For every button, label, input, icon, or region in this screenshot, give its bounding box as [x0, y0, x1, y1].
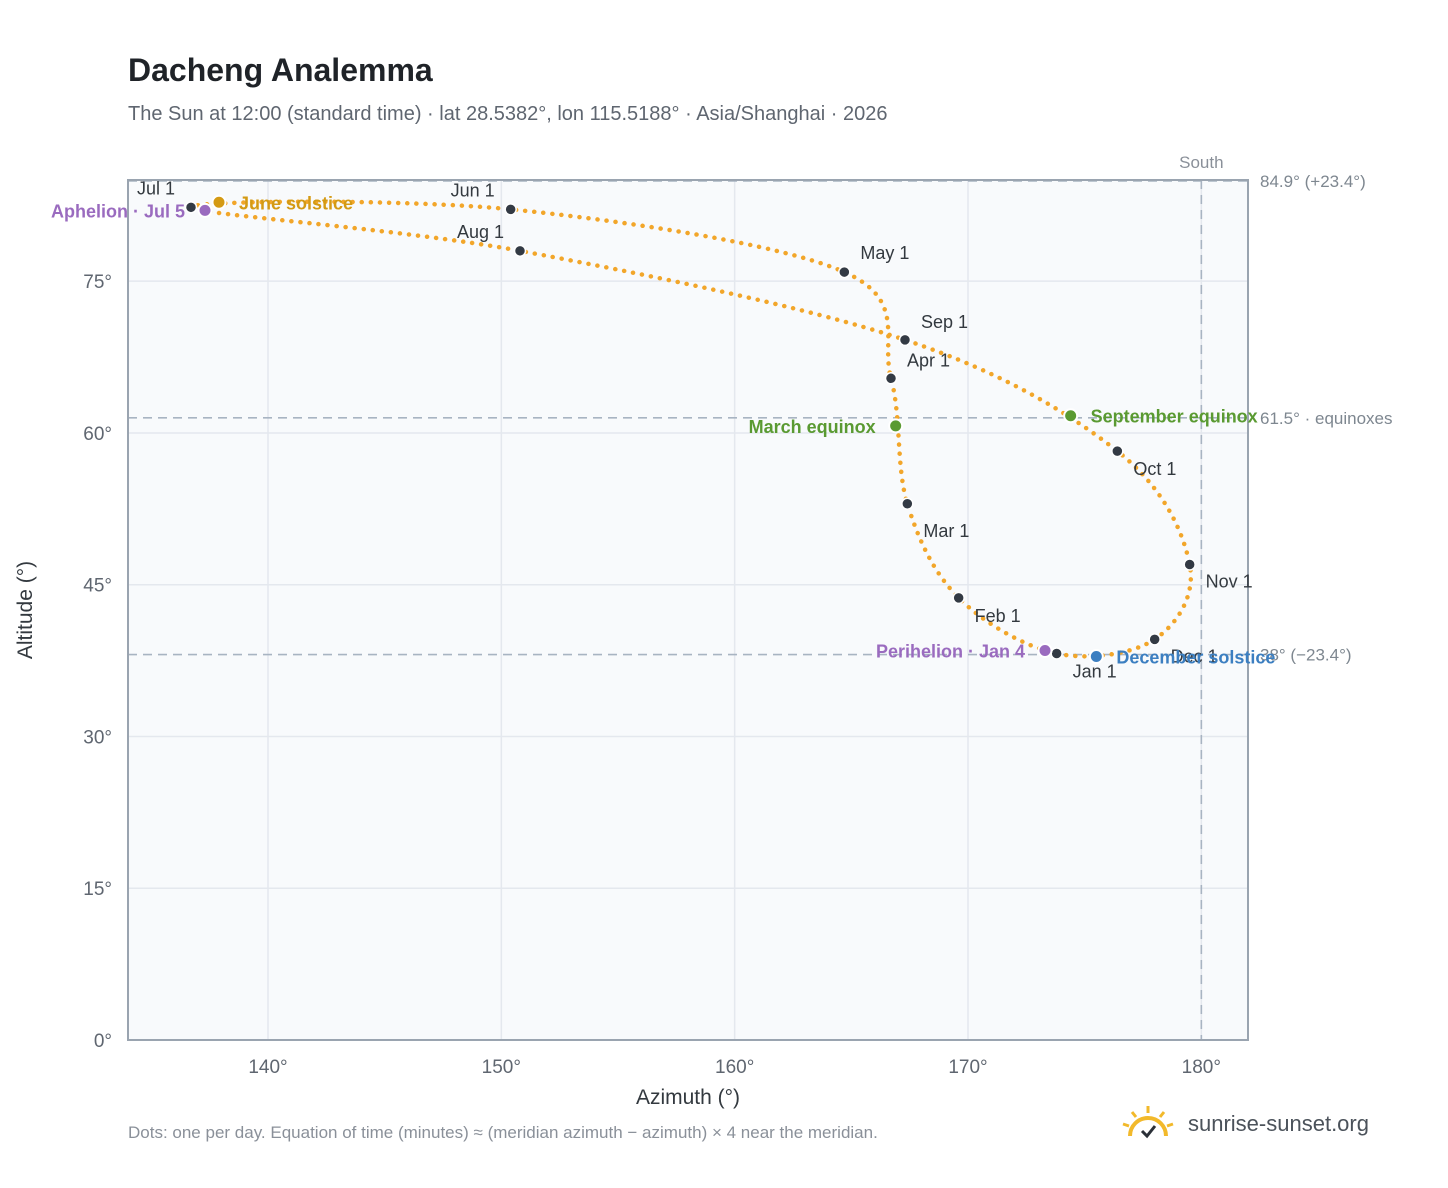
south-line-label: South	[1179, 153, 1223, 172]
month-marker-label: Dec 1	[1171, 646, 1218, 666]
y-tick-label: 15°	[83, 879, 112, 900]
month-marker	[884, 372, 898, 385]
event-marker	[1037, 642, 1053, 658]
event-marker	[1088, 649, 1104, 665]
month-marker-label: Sep 1	[921, 312, 968, 332]
event-marker	[197, 202, 213, 218]
month-marker-label: Feb 1	[975, 606, 1021, 626]
month-marker-label: May 1	[860, 243, 909, 263]
x-tick-label: 160°	[715, 1057, 754, 1078]
month-marker-label: Aug 1	[457, 222, 504, 242]
month-marker	[1050, 647, 1063, 660]
month-marker	[901, 497, 914, 511]
y-tick-label: 60°	[83, 424, 112, 445]
reference-line-label: 61.5° · equinoxes	[1260, 409, 1393, 428]
plot-area	[128, 180, 1248, 1040]
event-marker	[888, 418, 904, 434]
month-marker	[1148, 633, 1161, 646]
event-label: Perihelion · Jan 4	[876, 641, 1025, 661]
month-marker-label: Nov 1	[1206, 571, 1253, 591]
event-label: June solstice	[239, 193, 353, 213]
month-marker	[1183, 558, 1196, 571]
month-marker-label: Apr 1	[907, 350, 950, 370]
chart-subtitle: The Sun at 12:00 (standard time) · lat 2…	[128, 103, 888, 125]
x-tick-label: 180°	[1182, 1057, 1221, 1078]
footnote: Dots: one per day. Equation of time (min…	[128, 1123, 878, 1142]
reference-line-label: 84.9° (+23.4°)	[1260, 172, 1366, 191]
month-marker	[1111, 444, 1124, 458]
month-marker	[504, 203, 517, 216]
month-marker	[838, 265, 851, 279]
month-marker-label: Jul 1	[137, 178, 175, 198]
event-marker	[1063, 408, 1079, 424]
y-tick-label: 30°	[83, 727, 112, 748]
brand[interactable]: sunrise-sunset.org	[1120, 1104, 1369, 1144]
y-tick-label: 45°	[83, 576, 112, 597]
month-marker-label: Jun 1	[451, 180, 495, 200]
x-tick-label: 140°	[248, 1057, 287, 1078]
x-axis-label: Azimuth (°)	[636, 1086, 740, 1109]
month-marker	[184, 201, 198, 214]
chart-title: Dacheng Analemma	[128, 52, 433, 88]
y-tick-label: 75°	[83, 272, 112, 293]
event-label: Aphelion · Jul 5	[51, 201, 185, 221]
event-marker	[211, 194, 227, 210]
x-tick-label: 170°	[948, 1057, 987, 1078]
month-marker	[952, 591, 965, 605]
x-tick-label: 150°	[482, 1057, 521, 1078]
y-axis-label: Altitude (°)	[14, 561, 37, 659]
y-tick-label: 0°	[94, 1031, 112, 1052]
plot-frame	[127, 179, 1249, 1041]
month-marker-label: Oct 1	[1133, 459, 1176, 479]
month-marker-label: Jan 1	[1073, 662, 1117, 682]
brand-text: sunrise-sunset.org	[1188, 1111, 1369, 1136]
month-marker-label: Mar 1	[923, 521, 969, 541]
month-marker	[513, 244, 527, 258]
month-marker	[898, 333, 912, 347]
event-label: September equinox	[1091, 407, 1258, 427]
event-label: December solstice	[1116, 648, 1275, 668]
sun-check-icon	[1122, 1106, 1174, 1139]
reference-line-label: 38° (−23.4°)	[1260, 646, 1352, 665]
event-label: March equinox	[749, 417, 876, 437]
